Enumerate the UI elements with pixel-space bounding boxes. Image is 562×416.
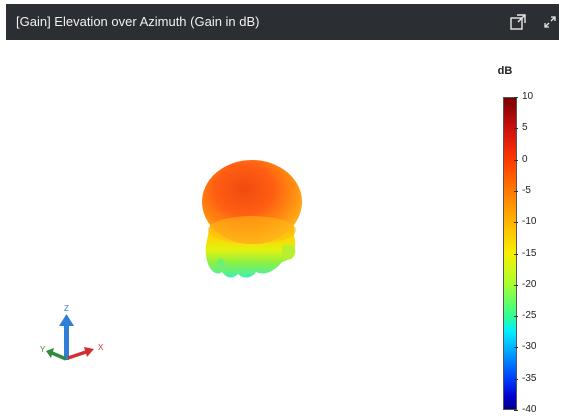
x-axis-label: X [98, 343, 104, 352]
pattern-transition [208, 216, 296, 244]
colorbar-tick-mark [514, 97, 518, 98]
colorbar-tick-label: 10 [522, 91, 534, 102]
y-axis-arrow [51, 351, 67, 361]
colorbar-tick-mark [514, 285, 518, 286]
colorbar-tick-label: -15 [522, 248, 537, 259]
popout-window-icon[interactable] [508, 12, 528, 32]
colorbar-tick-label: 0 [522, 154, 528, 165]
colorbar-tick-label: -5 [522, 185, 531, 196]
colorbar-tick-label: -35 [522, 373, 537, 384]
colorbar-tick-mark [514, 410, 518, 411]
title-bar: [Gain] Elevation over Azimuth (Gain in d… [6, 4, 559, 40]
plot-viewport[interactable]: Z Y X dB 10 5 0 -5 -10 -15 -20 -25 -30 -35 -40 [6, 40, 559, 416]
colorbar [503, 97, 517, 410]
colorbar-tick-label: -40 [522, 404, 537, 415]
window-title: [Gain] Elevation over Azimuth (Gain in d… [16, 14, 260, 29]
colorbar-tick-mark [514, 254, 518, 255]
colorbar-tick-mark [514, 128, 518, 129]
pattern-side-bump [216, 258, 227, 272]
colorbar-tick-mark [514, 191, 518, 192]
colorbar-tick-mark [514, 347, 518, 348]
z-axis-arrow [64, 322, 69, 360]
colorbar-unit-label: dB [497, 65, 513, 77]
axes-orientation-triad: Z Y X [40, 304, 104, 361]
colorbar-tick-label: -25 [522, 310, 537, 321]
colorbar-tick-label: -20 [522, 279, 537, 290]
pattern-side-bump [282, 244, 296, 260]
colorbar-tick-label: 5 [522, 122, 528, 133]
colorbar-tick-mark [514, 160, 518, 161]
expand-icon[interactable] [540, 12, 560, 32]
z-axis-label: Z [64, 304, 69, 313]
y-axis-label: Y [40, 345, 46, 354]
colorbar-tick-mark [514, 222, 518, 223]
radiation-pattern-3d[interactable] [6, 40, 486, 416]
x-axis-arrow [67, 350, 87, 360]
colorbar-tick-label: -30 [522, 341, 537, 352]
colorbar-tick-mark [514, 379, 518, 380]
colorbar-tick-mark [514, 316, 518, 317]
colorbar-tick-label: -10 [522, 216, 537, 227]
